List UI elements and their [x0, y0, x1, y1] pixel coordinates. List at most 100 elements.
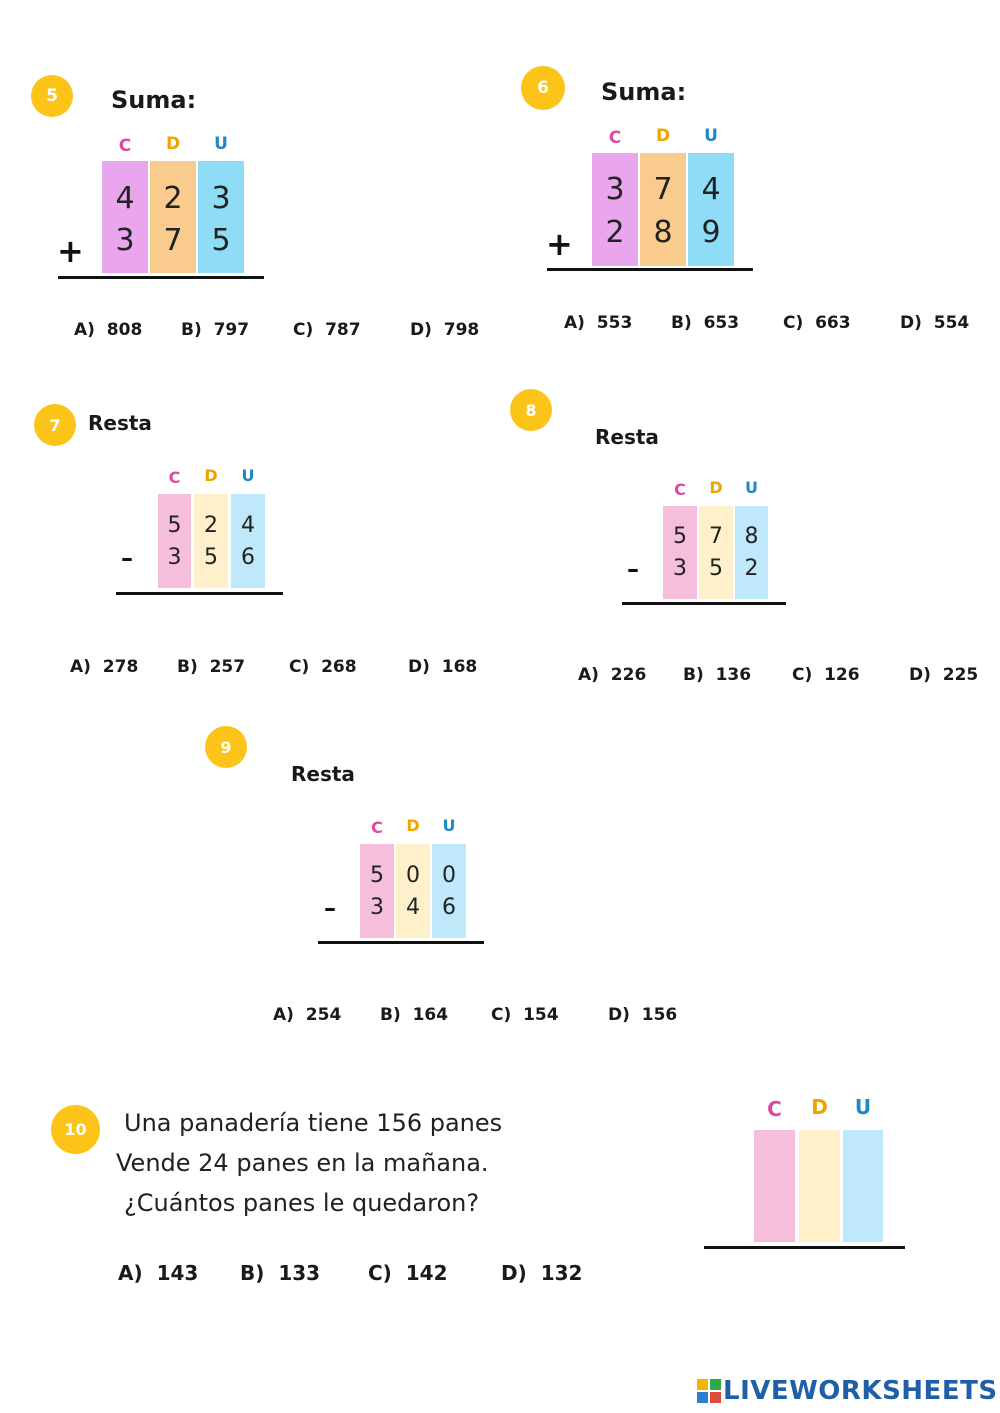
problem-title: Suma:	[111, 86, 197, 114]
digit: 4	[701, 172, 721, 207]
digit: 3	[115, 223, 135, 258]
digit: 5	[370, 863, 384, 888]
hundreds-column[interactable]	[754, 1130, 795, 1242]
tens-header: D	[811, 1095, 828, 1119]
digit: 3	[167, 545, 182, 570]
problem-title: Resta	[595, 425, 659, 449]
digit: 2	[605, 215, 625, 250]
problem-title: Suma:	[601, 78, 687, 106]
result-line	[704, 1246, 905, 1249]
answer-option-c[interactable]: C) 663	[783, 313, 851, 333]
units-header: U	[745, 478, 758, 497]
problem-number-badge: 10	[51, 1105, 100, 1154]
result-line	[622, 602, 786, 605]
minus-sign: –	[627, 555, 639, 583]
answer-option-b[interactable]: B) 257	[177, 657, 246, 677]
units-column	[688, 153, 734, 266]
digit: 0	[406, 863, 420, 888]
result-line	[547, 268, 753, 271]
answer-option-d[interactable]: D) 132	[501, 1261, 583, 1285]
tens-header: D	[204, 466, 218, 485]
digit: 2	[163, 181, 183, 216]
tens-header: D	[655, 126, 671, 146]
hundreds-header: C	[168, 468, 181, 487]
hundreds-header: C	[767, 1097, 782, 1121]
answer-option-b[interactable]: B) 136	[683, 665, 752, 685]
answer-option-d[interactable]: D) 798	[410, 320, 480, 340]
digit: 3	[605, 172, 625, 207]
tens-column	[150, 161, 196, 273]
logo-text: LIVEWORKSHEETS	[723, 1376, 998, 1406]
digit: 6	[241, 545, 255, 570]
digit: 8	[744, 524, 759, 549]
units-column	[432, 844, 466, 938]
units-header: U	[214, 134, 228, 154]
answer-option-c[interactable]: C) 268	[289, 657, 357, 677]
digit: 5	[167, 513, 182, 538]
hundreds-column	[592, 153, 638, 266]
hundreds-column	[158, 494, 191, 588]
digit: 0	[442, 863, 456, 888]
digit: 4	[406, 895, 420, 920]
problem-number-badge: 6	[521, 66, 565, 110]
answer-option-a[interactable]: A) 278	[70, 657, 139, 677]
hundreds-column	[360, 844, 394, 938]
answer-option-a[interactable]: A) 226	[578, 665, 647, 685]
units-header: U	[854, 1095, 872, 1119]
problem-title: Resta	[88, 411, 152, 435]
answer-option-d[interactable]: D) 225	[909, 665, 979, 685]
logo-grid-icon	[697, 1379, 721, 1403]
answer-option-a[interactable]: A) 808	[74, 320, 143, 340]
digit: 5	[709, 556, 723, 581]
answer-option-a[interactable]: A) 143	[118, 1261, 199, 1285]
problem-number-badge: 8	[510, 389, 552, 431]
word-problem-line: ¿Cuántos panes le quedaron?	[124, 1189, 480, 1217]
tens-header: D	[709, 478, 723, 497]
units-column	[198, 161, 244, 273]
units-column[interactable]	[843, 1130, 883, 1242]
units-header: U	[442, 816, 456, 835]
answer-option-d[interactable]: D) 168	[408, 657, 478, 677]
digit: 9	[701, 215, 721, 250]
answer-option-a[interactable]: A) 553	[564, 313, 633, 333]
result-line	[58, 276, 264, 279]
word-problem-line: Una panadería tiene 156 panes	[124, 1109, 503, 1137]
hundreds-header: C	[608, 128, 622, 148]
digit: 7	[163, 223, 183, 258]
hundreds-column	[663, 506, 697, 599]
tens-column	[396, 844, 430, 938]
problem-number-badge: 9	[205, 726, 247, 768]
minus-sign: –	[324, 894, 336, 922]
tens-column	[194, 494, 228, 588]
answer-option-c[interactable]: C) 787	[293, 320, 361, 340]
answer-option-b[interactable]: B) 133	[240, 1261, 321, 1285]
digit: 4	[115, 181, 135, 216]
plus-sign: +	[57, 232, 84, 270]
answer-option-b[interactable]: B) 164	[380, 1005, 449, 1025]
tens-column	[640, 153, 686, 266]
problem-number-badge: 7	[34, 404, 76, 446]
units-header: U	[704, 126, 718, 146]
digit: 2	[744, 556, 759, 581]
digit: 4	[241, 513, 255, 538]
digit: 6	[442, 895, 456, 920]
tens-column[interactable]	[799, 1130, 840, 1242]
units-column	[735, 506, 768, 599]
liveworksheets-logo: LIVEWORKSHEETS	[697, 1376, 998, 1406]
tens-header: D	[406, 816, 420, 835]
answer-option-c[interactable]: C) 154	[491, 1005, 559, 1025]
tens-column	[699, 506, 733, 599]
digit: 3	[370, 895, 384, 920]
answer-option-d[interactable]: D) 554	[900, 313, 970, 333]
hundreds-header: C	[674, 480, 686, 499]
tens-header: D	[165, 134, 181, 154]
problem-title: Resta	[291, 762, 355, 786]
answer-option-b[interactable]: B) 653	[671, 313, 740, 333]
answer-option-b[interactable]: B) 797	[181, 320, 250, 340]
digit: 7	[709, 524, 723, 549]
answer-option-a[interactable]: A) 254	[273, 1005, 342, 1025]
answer-option-d[interactable]: D) 156	[608, 1005, 678, 1025]
answer-option-c[interactable]: C) 142	[368, 1261, 448, 1285]
answer-option-c[interactable]: C) 126	[792, 665, 860, 685]
minus-sign: –	[121, 544, 133, 572]
